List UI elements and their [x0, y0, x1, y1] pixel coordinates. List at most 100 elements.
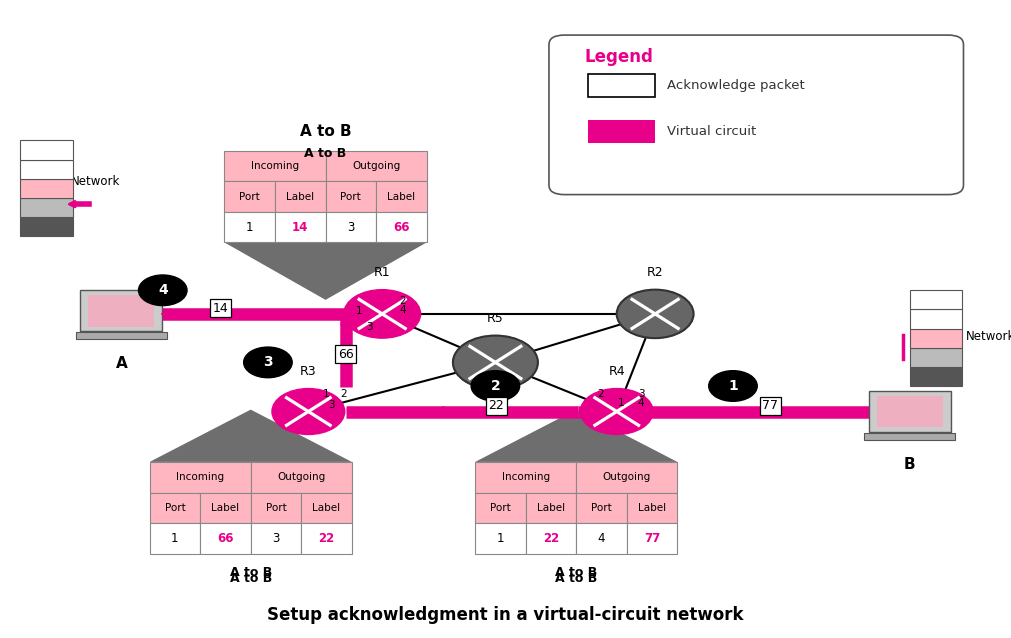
FancyBboxPatch shape: [376, 212, 427, 242]
Text: 66: 66: [338, 348, 354, 360]
FancyBboxPatch shape: [526, 523, 576, 554]
Text: Port: Port: [165, 503, 185, 513]
FancyBboxPatch shape: [301, 523, 352, 554]
Text: Port: Port: [240, 191, 260, 202]
Text: 1: 1: [171, 532, 179, 545]
Text: 4: 4: [158, 283, 168, 297]
Text: 1: 1: [728, 379, 738, 393]
FancyBboxPatch shape: [526, 493, 576, 523]
Text: A to B: A to B: [555, 572, 598, 584]
Circle shape: [139, 275, 187, 306]
FancyBboxPatch shape: [20, 160, 73, 179]
Polygon shape: [475, 410, 677, 462]
Text: A: A: [115, 356, 127, 371]
FancyBboxPatch shape: [376, 181, 427, 212]
FancyBboxPatch shape: [869, 391, 950, 432]
Text: 22: 22: [488, 399, 504, 412]
Text: 2: 2: [490, 379, 500, 393]
Circle shape: [617, 290, 694, 338]
Text: Outgoing: Outgoing: [352, 161, 400, 171]
FancyBboxPatch shape: [475, 523, 526, 554]
FancyBboxPatch shape: [910, 290, 962, 309]
FancyBboxPatch shape: [326, 151, 427, 181]
Polygon shape: [150, 410, 352, 462]
FancyBboxPatch shape: [20, 217, 73, 236]
FancyBboxPatch shape: [76, 332, 167, 339]
Text: 66: 66: [217, 532, 234, 545]
Text: R2: R2: [647, 267, 663, 279]
FancyBboxPatch shape: [224, 151, 326, 181]
FancyBboxPatch shape: [910, 329, 962, 348]
Text: Label: Label: [286, 191, 314, 202]
Text: 3: 3: [272, 532, 280, 545]
Text: 3: 3: [638, 389, 644, 399]
Text: 3: 3: [329, 400, 335, 410]
Text: 66: 66: [393, 221, 409, 234]
Text: 1: 1: [618, 398, 624, 408]
Text: 2: 2: [399, 296, 405, 306]
FancyBboxPatch shape: [549, 35, 963, 195]
FancyBboxPatch shape: [275, 181, 326, 212]
Text: 1: 1: [324, 389, 330, 399]
Text: 2: 2: [341, 389, 347, 399]
Text: 4: 4: [399, 305, 405, 315]
Text: 3: 3: [263, 355, 273, 369]
FancyBboxPatch shape: [150, 523, 200, 554]
Text: 3: 3: [347, 221, 355, 234]
FancyBboxPatch shape: [150, 462, 251, 493]
FancyBboxPatch shape: [224, 181, 275, 212]
Text: 4: 4: [638, 398, 644, 408]
FancyBboxPatch shape: [224, 212, 275, 242]
FancyBboxPatch shape: [910, 367, 962, 386]
Circle shape: [471, 371, 520, 401]
FancyBboxPatch shape: [20, 179, 73, 198]
FancyBboxPatch shape: [627, 523, 677, 554]
Text: Label: Label: [387, 191, 416, 202]
FancyBboxPatch shape: [475, 462, 576, 493]
FancyBboxPatch shape: [251, 462, 352, 493]
FancyBboxPatch shape: [576, 462, 677, 493]
Text: A to B: A to B: [299, 124, 352, 139]
FancyBboxPatch shape: [89, 295, 154, 327]
Text: R3: R3: [300, 366, 316, 378]
FancyBboxPatch shape: [20, 140, 73, 160]
Text: R5: R5: [487, 313, 503, 325]
FancyBboxPatch shape: [910, 348, 962, 367]
FancyBboxPatch shape: [588, 120, 655, 143]
Text: Port: Port: [266, 503, 286, 513]
Text: 4: 4: [598, 532, 606, 545]
Text: Network: Network: [966, 330, 1011, 343]
Text: Incoming: Incoming: [176, 472, 224, 482]
FancyBboxPatch shape: [150, 493, 200, 523]
Text: A to B: A to B: [229, 572, 272, 584]
Text: A to B: A to B: [555, 566, 598, 579]
Text: 77: 77: [644, 532, 660, 545]
FancyBboxPatch shape: [627, 493, 677, 523]
Text: 22: 22: [543, 532, 559, 545]
Text: Outgoing: Outgoing: [603, 472, 651, 482]
Text: Outgoing: Outgoing: [277, 472, 326, 482]
FancyBboxPatch shape: [326, 212, 376, 242]
Text: Legend: Legend: [584, 48, 653, 66]
Text: Label: Label: [312, 503, 341, 513]
FancyBboxPatch shape: [475, 493, 526, 523]
Text: A to B: A to B: [229, 566, 272, 579]
Circle shape: [272, 389, 345, 434]
Text: Setup acknowledgment in a virtual-circuit network: Setup acknowledgment in a virtual-circui…: [267, 606, 744, 624]
Text: R1: R1: [374, 267, 390, 279]
Text: Incoming: Incoming: [251, 161, 299, 171]
FancyBboxPatch shape: [877, 396, 943, 427]
Text: Virtual circuit: Virtual circuit: [667, 125, 756, 138]
FancyBboxPatch shape: [576, 493, 627, 523]
Circle shape: [244, 347, 292, 378]
Circle shape: [344, 290, 421, 338]
FancyBboxPatch shape: [275, 212, 326, 242]
Text: A to B: A to B: [304, 147, 347, 160]
Text: Network: Network: [71, 175, 120, 188]
FancyBboxPatch shape: [326, 181, 376, 212]
Text: Label: Label: [537, 503, 565, 513]
FancyBboxPatch shape: [251, 523, 301, 554]
Text: Acknowledge packet: Acknowledge packet: [667, 79, 805, 92]
FancyBboxPatch shape: [200, 523, 251, 554]
Text: 1: 1: [496, 532, 504, 545]
